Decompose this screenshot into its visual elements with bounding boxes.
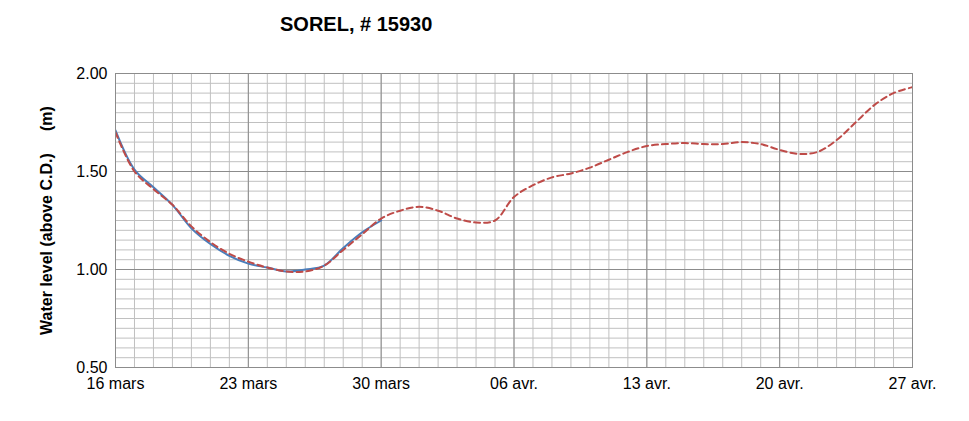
svg-text:20 avr.: 20 avr. [756,375,804,392]
svg-text:23 mars: 23 mars [219,375,277,392]
svg-text:Water level (above C.D.) (: Water level (above C.D.) (m) [38,106,55,335]
svg-text:0.50: 0.50 [76,359,107,376]
svg-text:13 avr.: 13 avr. [623,375,671,392]
svg-text:30 mars: 30 mars [352,375,410,392]
html-text:SOREL, # 15930: SOREL, # 15930 [280,13,433,35]
svg-text:06 avr.: 06 avr. [490,375,538,392]
svg-text:16 mars: 16 mars [87,375,145,392]
svg-text:1.00: 1.00 [76,261,107,278]
svg-text:27 avr.: 27 avr. [888,375,936,392]
svg-text:2.00: 2.00 [76,65,107,82]
svg-text:1.50: 1.50 [76,163,107,180]
